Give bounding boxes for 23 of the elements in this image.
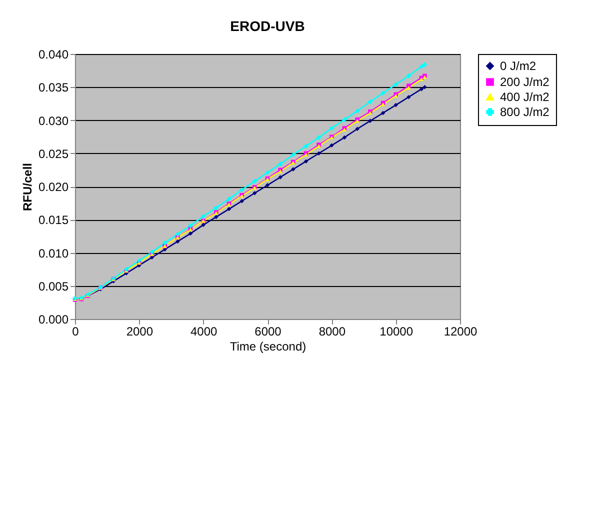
legend-label: 0 J/m2 xyxy=(500,59,536,73)
x-axis-title: Time (second) xyxy=(230,340,306,354)
x-tick-label: 6000 xyxy=(254,324,282,338)
y-tick-label: 0.010 xyxy=(38,246,69,260)
y-tick-label: 0.025 xyxy=(38,146,69,161)
legend-label: 800 J/m2 xyxy=(500,105,550,119)
chart-title: EROD-UVB xyxy=(230,18,305,34)
y-tick-label: 0.015 xyxy=(38,213,69,228)
x-tick-label: 12000 xyxy=(444,324,478,338)
y-tick-label: 0.000 xyxy=(38,312,69,326)
y-tick-label: 0.005 xyxy=(38,279,69,294)
x-tick-label: 0 xyxy=(72,324,80,338)
legend-label: 200 J/m2 xyxy=(500,75,550,89)
legend-label: 400 J/m2 xyxy=(500,90,550,104)
y-tick-label: 0.020 xyxy=(38,180,69,194)
y-tick-label: 0.030 xyxy=(38,114,69,128)
y-tick-label: 0.035 xyxy=(38,80,69,95)
y-axis-title: RFU/cell xyxy=(20,162,34,212)
y-tick-label: 0.040 xyxy=(38,48,69,62)
x-tick-label: 10000 xyxy=(380,324,414,338)
x-tick-label: 4000 xyxy=(190,324,218,338)
x-tick-label: 2000 xyxy=(126,324,154,338)
x-tick-label: 8000 xyxy=(318,324,346,338)
